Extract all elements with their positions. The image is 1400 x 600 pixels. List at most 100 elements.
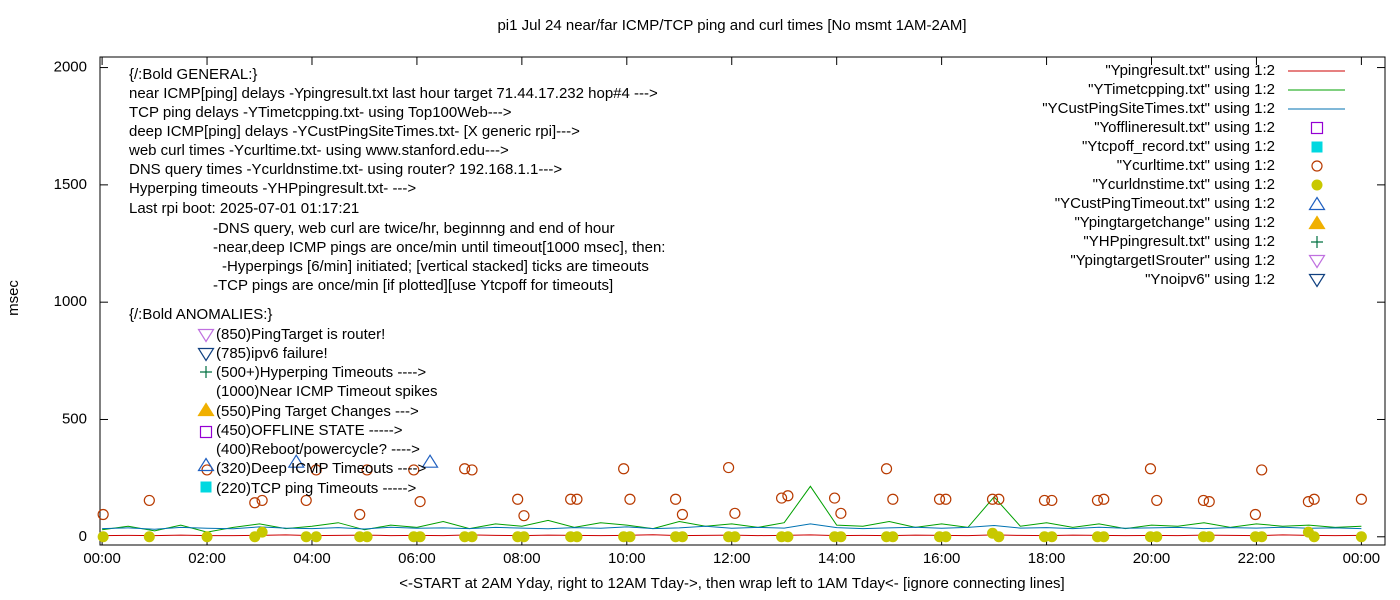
legend-label: "Ycurldnstime.txt" using 1:2 (1093, 176, 1275, 193)
data-point (782, 490, 794, 502)
legend-label: "YHPpingresult.txt" using 1:2 (1083, 233, 1275, 250)
data-point (993, 493, 1005, 505)
data-point (408, 464, 420, 476)
legend-label: "YCustPingTimeout.txt" using 1:2 (1055, 195, 1275, 212)
data-point (143, 494, 155, 507)
x-tick-label: 10:00 (608, 550, 646, 567)
annotation-symbol (197, 328, 215, 343)
data-point (1144, 463, 1157, 475)
data-point (1256, 464, 1268, 476)
legend-swatch (1311, 141, 1323, 153)
annotation-symbol (200, 481, 212, 493)
legend-label: "YpingtargetISrouter" using 1:2 (1070, 252, 1275, 269)
data-point (1308, 531, 1320, 543)
data-point (201, 531, 213, 543)
y-tick-label: 2000 (54, 59, 87, 76)
annotation: {/:Bold ANOMALIES:} (129, 306, 272, 323)
data-point (887, 493, 899, 505)
annotation: -near,deep ICMP pings are once/min until… (213, 239, 665, 256)
data-point (835, 531, 847, 543)
data-point (256, 526, 268, 538)
data-point (940, 493, 952, 505)
chart-title: pi1 Jul 24 near/far ICMP/TCP ping and cu… (497, 17, 966, 34)
data-point (1355, 493, 1367, 505)
data-point (466, 531, 478, 543)
x-axis-label: <-START at 2AM Yday, right to 12AM Tday-… (399, 575, 1064, 592)
data-point (414, 531, 426, 543)
data-point (624, 493, 636, 505)
data-point (300, 531, 312, 543)
data-point (1091, 494, 1104, 507)
annotation: near ICMP[ping] delays -Ypingresult.txt … (129, 85, 658, 102)
annotation: deep ICMP[ping] delays -YCustPingSiteTim… (129, 123, 580, 140)
x-tick-label: 14:00 (818, 550, 856, 567)
y-tick-label: 1500 (54, 176, 87, 193)
annotation: {/:Bold GENERAL:} (129, 66, 257, 83)
data-point (97, 531, 109, 543)
data-point (1046, 494, 1058, 507)
data-point (1038, 494, 1051, 507)
data-point (986, 493, 999, 505)
data-point (1203, 531, 1215, 543)
data-point (729, 507, 741, 519)
data-point (1308, 493, 1320, 505)
data-point (143, 531, 155, 543)
data-point (933, 493, 946, 505)
legend-label: "Ypingtargetchange" using 1:2 (1074, 214, 1275, 231)
data-point (1302, 495, 1314, 508)
legend-label: "Yofflineresult.txt" using 1:2 (1094, 119, 1275, 136)
data-point (676, 531, 688, 543)
data-point (354, 508, 366, 521)
annotation: (550)Ping Target Changes ---> (216, 403, 419, 420)
data-point (518, 510, 530, 522)
legend-label: "YCustPingSiteTimes.txt" using 1:2 (1042, 100, 1275, 117)
x-tick-label: 06:00 (398, 550, 436, 567)
y-axis-label: msec (5, 280, 22, 316)
data-point (571, 493, 583, 505)
x-tick-label: 00:00 (83, 550, 121, 567)
x-tick-label: 16:00 (923, 550, 961, 567)
data-point (361, 464, 373, 476)
annotation: (400)Reboot/powercycle? ----> (216, 441, 420, 458)
data-point (97, 508, 109, 521)
data-point (676, 508, 689, 521)
data-point (466, 464, 478, 476)
annotation: TCP ping delays -YTimetcpping.txt- using… (129, 104, 512, 121)
annotation-symbol (199, 425, 213, 439)
data-point (310, 531, 322, 543)
annotation: (220)TCP ping Timeouts -----> (216, 480, 416, 497)
annotation: Hyperping timeouts -YHPpingresult.txt- -… (129, 180, 416, 197)
data-point (618, 463, 630, 475)
data-line (102, 485, 1362, 533)
legend-swatch (1308, 215, 1326, 230)
data-point (414, 495, 426, 508)
legend-label: "YTimetcpping.txt" using 1:2 (1088, 81, 1275, 98)
annotation: (785)ipv6 failure! (216, 345, 328, 362)
data-point (940, 531, 952, 543)
legend-swatch (1311, 236, 1323, 248)
data-point (828, 492, 841, 504)
x-tick-label: 12:00 (713, 550, 751, 567)
data-point (782, 531, 794, 543)
annotation: (1000)Near ICMP Timeout spikes (216, 383, 437, 400)
annotation: (500+)Hyperping Timeouts ----> (216, 364, 426, 381)
data-point (518, 531, 530, 543)
data-point (729, 531, 741, 543)
data-point (459, 463, 471, 475)
legend-swatch (1308, 196, 1326, 211)
annotation-symbol (197, 457, 215, 472)
y-tick-label: 500 (62, 410, 87, 427)
data-point (421, 454, 439, 468)
data-point (722, 461, 735, 474)
annotation: Last rpi boot: 2025-07-01 01:17:21 (129, 200, 359, 217)
annotation: web curl times -Ycurltime.txt- using www… (128, 142, 509, 159)
x-tick-label: 22:00 (1238, 550, 1276, 567)
data-point (1249, 508, 1261, 521)
plot-frame (99, 56, 1386, 546)
x-tick-label: 04:00 (293, 550, 331, 567)
data-point (1098, 493, 1110, 505)
data-point (310, 464, 322, 476)
x-tick-label: 00:00 (1343, 550, 1381, 567)
legend-label: "Ypingresult.txt" using 1:2 (1105, 62, 1275, 79)
